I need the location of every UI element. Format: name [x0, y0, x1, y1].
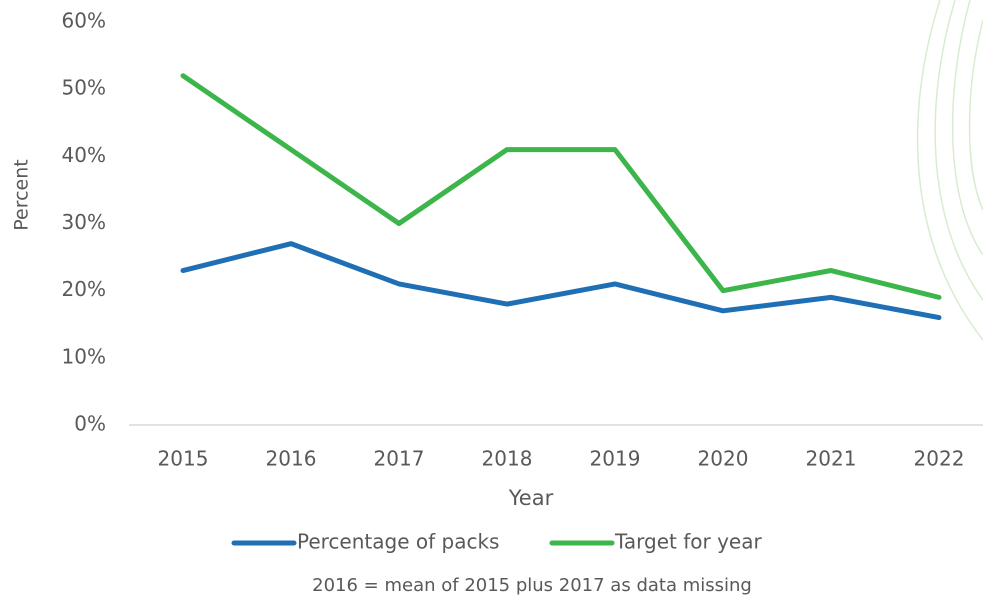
y-tick-label: 10%	[62, 344, 106, 368]
x-tick-label: 2016	[266, 447, 317, 471]
x-tick-label: 2017	[374, 447, 425, 471]
decoration	[918, 0, 983, 340]
x-tick-label: 2019	[590, 447, 641, 471]
series-line	[183, 244, 939, 318]
legend-label: Percentage of packs	[297, 530, 499, 554]
y-tick-label: 30%	[62, 210, 106, 234]
x-tick-label: 2015	[158, 447, 209, 471]
legend-label: Target for year	[614, 530, 762, 554]
y-tick-label: 0%	[74, 412, 106, 436]
series-line	[183, 76, 939, 298]
footnote: 2016 = mean of 2015 plus 2017 as data mi…	[312, 575, 752, 596]
y-tick-label: 40%	[62, 143, 106, 167]
x-tick-label: 2021	[806, 447, 857, 471]
x-tick-label: 2018	[482, 447, 533, 471]
y-axis-label: Percent	[11, 159, 33, 231]
x-axis-label: Year	[508, 486, 554, 510]
y-tick-label: 60%	[62, 9, 106, 33]
y-tick-label: 20%	[62, 277, 106, 301]
y-tick-label: 50%	[62, 76, 106, 100]
x-tick-label: 2022	[914, 447, 965, 471]
x-tick-label: 2020	[698, 447, 749, 471]
chart: Percent Year 2016 = mean of 2015 plus 20…	[0, 0, 983, 601]
